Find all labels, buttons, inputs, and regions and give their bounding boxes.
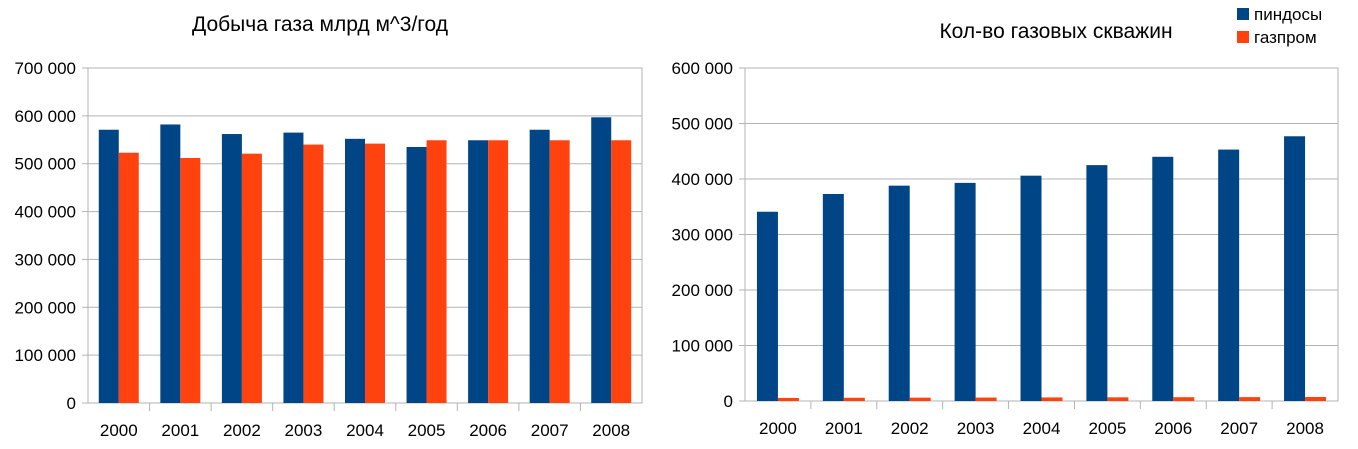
chart2-title: Кол-во газовых скважин — [939, 20, 1172, 43]
chart2-xtick-label: 2003 — [957, 419, 995, 438]
chart2-bar-gazprom-2001 — [843, 397, 865, 401]
chart1-xtick-label: 2002 — [223, 421, 261, 440]
chart1-xtick-label: 2008 — [592, 421, 630, 440]
chart2-bar-pindosy-2006 — [1152, 156, 1174, 401]
chart2-bar-gazprom-2003 — [975, 397, 997, 401]
chart1-xtick-label: 2006 — [469, 421, 507, 440]
chart2-y-axis: 0 100 000 200 000 300 000 400 000 500 000 600 … — [672, 59, 733, 411]
chart2-ytick-label: 600 000 — [672, 59, 733, 78]
chart2-bar-gazprom-2007 — [1239, 397, 1261, 401]
chart1-ytick-label: 400 000 — [15, 203, 76, 222]
chart2-bar-pindosy-2002 — [888, 185, 910, 401]
chart1-bar-gazprom-2007 — [549, 140, 570, 403]
chart1-bar-gazprom-2006 — [488, 140, 509, 403]
chart1-bar-gazprom-2003 — [303, 144, 324, 404]
chart2-ytick-label: 200 000 — [672, 281, 733, 300]
legend-label-pindosy: пиндосы — [1254, 5, 1322, 24]
chart2-bar-gazprom-2005 — [1107, 397, 1129, 401]
chart2-bar-pindosy-2003 — [954, 182, 976, 401]
chart1-bar-gazprom-2000 — [118, 152, 139, 403]
chart1-y-axis: 0 100 000 200 000 300 000 400 000 500 000 600 … — [15, 59, 76, 413]
chart1-bar-pindosy-2005 — [406, 146, 427, 403]
chart1-bar-gazprom-2002 — [241, 153, 262, 403]
chart1-bar-pindosy-2008 — [591, 117, 612, 404]
chart1-bar-gazprom-2005 — [426, 140, 447, 403]
chart2-bar-gazprom-2002 — [909, 397, 931, 401]
chart1-bars — [98, 117, 632, 404]
chart2-bar-pindosy-2008 — [1284, 136, 1306, 401]
gas-production-chart: Добыча газа млрд м^3/год 0 100 000 200 000… — [15, 13, 643, 440]
chart2-ytick-label: 500 000 — [672, 115, 733, 134]
chart2-xtick-label: 2004 — [1023, 419, 1061, 438]
chart2-xtick-label: 2006 — [1154, 419, 1192, 438]
chart1-ytick-label: 600 000 — [15, 107, 76, 126]
chart1-ytick-label: 700 000 — [15, 59, 76, 78]
chart1-bar-pindosy-2000 — [98, 129, 119, 403]
chart2-bar-gazprom-2000 — [777, 397, 799, 401]
chart1-xtick-label: 2005 — [408, 421, 446, 440]
legend-swatch-gazprom — [1237, 31, 1249, 43]
legend-label-gazprom: газпром — [1254, 28, 1317, 47]
chart2-bar-pindosy-2004 — [1020, 175, 1042, 401]
chart1-bar-pindosy-2006 — [468, 140, 489, 403]
legend: пиндосы газпром — [1237, 5, 1322, 47]
chart1-bar-pindosy-2001 — [160, 124, 181, 403]
chart1-ytick-label: 0 — [67, 394, 76, 413]
chart2-bar-gazprom-2006 — [1173, 397, 1195, 401]
chart1-bar-gazprom-2001 — [180, 157, 201, 403]
chart2-bar-gazprom-2004 — [1041, 397, 1063, 401]
chart1-bar-pindosy-2007 — [529, 129, 550, 403]
chart2-xtick-label: 2008 — [1286, 419, 1324, 438]
chart1-bar-pindosy-2002 — [221, 134, 242, 404]
chart2-xtick-label: 2000 — [759, 419, 797, 438]
chart1-xtick-label: 2004 — [346, 421, 384, 440]
chart1-title: Добыча газа млрд м^3/год — [192, 13, 448, 36]
chart2-ytick-label: 100 000 — [672, 337, 733, 356]
chart2-bar-gazprom-2008 — [1305, 397, 1327, 401]
gas-wells-chart: Кол-во газовых скважин 0 100 000 200 000 30… — [672, 20, 1339, 438]
chart2-bar-pindosy-2000 — [756, 211, 778, 401]
chart1-xtick-label: 2007 — [531, 421, 569, 440]
legend-swatch-pindosy — [1237, 8, 1249, 20]
chart2-xtick-label: 2007 — [1220, 419, 1258, 438]
chart2-bar-pindosy-2005 — [1086, 165, 1108, 401]
chart1-ytick-label: 200 000 — [15, 298, 76, 317]
chart1-xtick-label: 2003 — [285, 421, 323, 440]
chart2-xtick-label: 2001 — [825, 419, 863, 438]
chart1-bar-pindosy-2004 — [345, 138, 365, 404]
chart1-bar-pindosy-2003 — [283, 132, 304, 403]
chart1-bar-gazprom-2008 — [611, 140, 632, 403]
chart2-bar-pindosy-2001 — [822, 193, 844, 401]
chart1-ytick-label: 500 000 — [15, 155, 76, 174]
chart2-ytick-label: 400 000 — [672, 170, 733, 189]
chart1-xtick-label: 2001 — [161, 421, 199, 440]
chart2-bars — [756, 136, 1327, 401]
chart1-bar-gazprom-2004 — [365, 143, 385, 403]
chart2-xtick-label: 2002 — [891, 419, 929, 438]
chart1-x-axis: 2000 2001 2002 2003 2004 2005 2006 2007 2008 — [100, 421, 630, 440]
chart2-ytick-label: 300 000 — [672, 226, 733, 245]
chart2-xtick-label: 2005 — [1088, 419, 1126, 438]
chart2-ytick-label: 0 — [724, 392, 733, 411]
chart2-x-axis: 2000 2001 2002 2003 2004 2005 2006 2007 2008 — [759, 419, 1324, 438]
chart1-ytick-label: 300 000 — [15, 250, 76, 269]
chart1-xtick-label: 2000 — [100, 421, 138, 440]
chart1-ytick-label: 100 000 — [15, 346, 76, 365]
chart2-bar-pindosy-2007 — [1218, 149, 1240, 401]
